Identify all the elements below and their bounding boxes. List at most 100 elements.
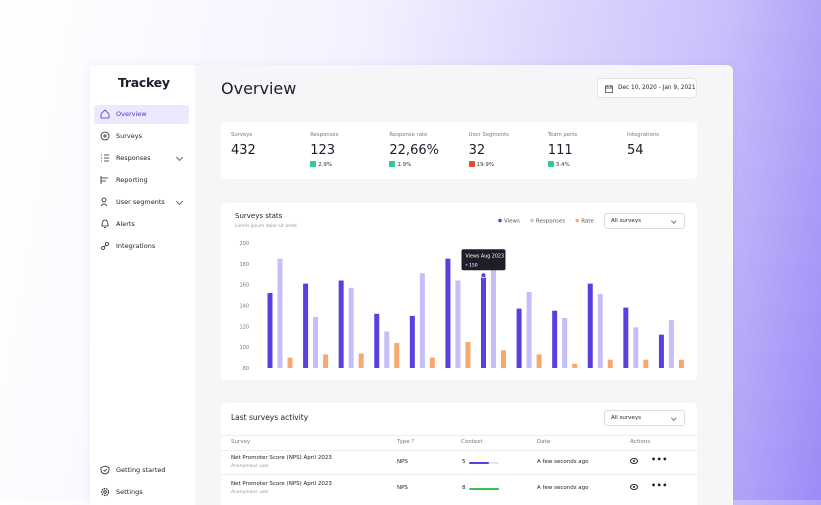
hover-point	[480, 272, 487, 279]
legend-dot	[530, 218, 534, 223]
bar	[394, 343, 400, 368]
bar	[678, 359, 684, 368]
bar	[323, 354, 329, 368]
sidebar: Trackey Overview Surveys Responses Repor…	[90, 65, 195, 505]
nav-item[interactable]: Overview	[94, 105, 189, 124]
stat-label: Integrations	[627, 132, 659, 138]
change-text: 2.9%	[318, 162, 333, 168]
chart-title: Surveys stats	[235, 212, 283, 220]
bar	[384, 331, 390, 368]
eye-pupil	[633, 486, 635, 488]
context-fill	[469, 488, 499, 490]
nav-item[interactable]: Integrations	[94, 237, 189, 256]
view-button[interactable]	[630, 458, 638, 464]
stats-card: Surveys 432 Responses 123 2.9% Response rate 2…	[221, 122, 697, 179]
nav-label: Surveys	[116, 132, 142, 140]
bar	[491, 261, 496, 368]
bar	[267, 293, 273, 368]
bar	[287, 357, 293, 368]
stat-label: Response rate	[389, 132, 428, 138]
view-button[interactable]	[630, 484, 638, 490]
stat-value: 432	[231, 143, 256, 158]
tooltip-value: 150	[469, 262, 478, 268]
icon	[100, 487, 110, 497]
nav-label: Overview	[116, 110, 147, 118]
trend-icon	[547, 161, 554, 167]
nav-label: Settings	[116, 488, 143, 496]
nav-item[interactable]: Reporting	[94, 171, 189, 190]
trend-icon	[468, 161, 475, 167]
bar	[562, 318, 568, 368]
bar	[658, 334, 664, 368]
chart-filter[interactable]: All surveys	[604, 213, 685, 229]
y-tick-label: 120	[239, 324, 249, 330]
survey-type: NPS	[397, 485, 408, 491]
tooltip	[461, 249, 506, 271]
stat-value: 54	[627, 143, 644, 158]
bar	[429, 357, 435, 368]
bar	[516, 308, 522, 368]
nav-item[interactable]: Getting started	[94, 461, 189, 480]
y-tick-label: 100	[239, 345, 249, 351]
y-tick-label: 80	[243, 366, 249, 372]
nav-label: Getting started	[116, 466, 166, 474]
nav-label: User segments	[116, 198, 165, 206]
bar	[643, 359, 649, 368]
bar	[303, 283, 309, 368]
bar	[465, 341, 471, 368]
eye-pupil	[633, 460, 635, 462]
change-text: 19.9%	[476, 162, 495, 168]
more-button[interactable]: •••	[651, 455, 668, 464]
divider	[221, 474, 697, 475]
stat-value: 123	[310, 143, 336, 158]
stat-label: Team perts	[547, 132, 578, 138]
stat-label: User Segments	[468, 132, 509, 138]
bar	[277, 258, 283, 368]
survey-date: A few seconds ago	[537, 485, 589, 491]
survey-name: Net Promoter Score (NPS) April 2023	[231, 481, 332, 487]
survey-name: Net Promoter Score (NPS) April 2023	[231, 455, 332, 461]
stat-value: 111	[547, 143, 573, 158]
stat-value: 32	[468, 143, 486, 158]
column-header: Type ?	[397, 439, 415, 445]
icon	[100, 176, 108, 184]
nav-item[interactable]: Settings	[94, 483, 189, 502]
survey-owner: Anonymous user	[231, 464, 269, 469]
column-header: Actions	[630, 439, 651, 445]
context-value: 8	[462, 485, 466, 491]
icon	[101, 154, 109, 162]
y-tick-label: 160	[239, 283, 249, 289]
table-filter[interactable]: All surveys	[604, 410, 685, 426]
y-tick-label: 140	[239, 304, 249, 310]
change-text: 3.4%	[555, 162, 570, 168]
legend-label: Responses	[536, 219, 565, 225]
bar	[536, 354, 542, 368]
nav-item[interactable]: Surveys	[94, 127, 189, 146]
icon	[101, 219, 109, 228]
stat-change: 19.9%	[468, 161, 495, 168]
more-button[interactable]: •••	[651, 481, 668, 490]
bar	[572, 363, 578, 368]
stat-change: 1.9%	[389, 161, 411, 168]
bar	[409, 315, 415, 368]
nav-item[interactable]: User segments	[94, 193, 189, 212]
icon	[101, 242, 109, 250]
column-header: Context	[461, 439, 483, 445]
calendar-icon	[605, 85, 613, 93]
nav-label: Alerts	[116, 220, 135, 228]
nav-item[interactable]: Alerts	[94, 215, 189, 234]
column-header: Date	[537, 439, 551, 445]
bar	[338, 280, 344, 368]
bar	[348, 287, 354, 368]
trend-icon	[310, 161, 317, 167]
nav-item[interactable]: Responses	[94, 149, 189, 168]
stat-change: 3.4%	[547, 161, 570, 168]
survey-date: A few seconds ago	[537, 459, 589, 465]
stat-value: 22,66%	[389, 143, 439, 158]
date-picker[interactable]: Dec 10, 2020 - Jan 9, 2021	[597, 78, 697, 98]
icon	[100, 109, 110, 119]
context-fill	[469, 462, 489, 464]
bar	[633, 327, 639, 368]
tooltip-dot	[465, 263, 468, 266]
